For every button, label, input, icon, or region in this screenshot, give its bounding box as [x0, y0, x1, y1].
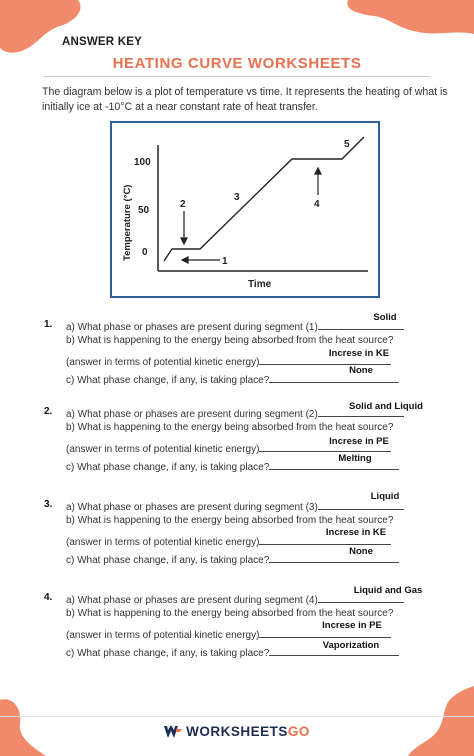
segment-label-4: 4 [314, 199, 320, 210]
arrow-segment-2 [180, 211, 188, 246]
question-a-text: a) What phase or phases are present duri… [66, 498, 404, 513]
question-b-text: b) What is happening to the energy being… [66, 608, 394, 619]
segment-label-2: 2 [180, 199, 186, 210]
answer-c: None [349, 365, 373, 376]
arrow-segment-4 [314, 166, 322, 195]
answer-a: Liquid [370, 491, 400, 502]
answer-b: Increse in KE [325, 527, 387, 538]
answer-b: Increse in PE [322, 620, 382, 631]
answer-c: Vaporization [322, 640, 380, 651]
question-a-text: a) What phase or phases are present duri… [66, 591, 404, 606]
intro-paragraph: The diagram below is a plot of temperatu… [42, 86, 448, 113]
question-c-text: c) What phase change, if any, is taking … [66, 458, 400, 473]
segment-label-1: 1 [222, 256, 228, 267]
decorative-blob-top-left [0, 0, 81, 53]
question-b-text: b) What is happening to the energy being… [66, 515, 394, 526]
question-number: 4. [44, 592, 53, 603]
question-c-text: c) What phase change, if any, is taking … [66, 371, 400, 386]
answer-c: Melting [338, 453, 372, 464]
question-c-text: c) What phase change, if any, is taking … [66, 551, 400, 566]
question-b-text: b) What is happening to the energy being… [66, 335, 394, 346]
answer-a: Solid and Liquid [349, 401, 423, 412]
question-number: 2. [44, 406, 53, 417]
page-title: HEATING CURVE WORKSHEETS [112, 55, 362, 72]
heating-curve-line [163, 136, 365, 262]
answer-b: Increse in PE [329, 436, 389, 447]
y-tick-50: 50 [138, 205, 150, 216]
title-divider [44, 76, 430, 77]
question-b2-text: (answer in terms of potential kinetic en… [66, 353, 392, 368]
decorative-blob-top-right [347, 0, 474, 34]
brand-footer: WORKSHEETSGO [0, 724, 474, 739]
answer-a: Solid [373, 312, 397, 323]
answer-b: Increse in KE [328, 348, 390, 359]
segment-label-5: 5 [344, 139, 350, 150]
answer-a: Liquid and Gas [353, 585, 423, 596]
y-tick-0: 0 [142, 247, 148, 258]
answer-c: None [349, 546, 373, 557]
question-b2-text: (answer in terms of potential kinetic en… [66, 626, 392, 641]
brand-accent: GO [287, 724, 310, 739]
worksheetsgo-logo-icon [164, 725, 183, 739]
x-axis-label: Time [248, 279, 272, 290]
question-number: 3. [44, 499, 53, 510]
y-axis-label: Temperature (°C) [122, 185, 133, 261]
question-a-text: a) What phase or phases are present duri… [66, 405, 404, 420]
question-b2-text: (answer in terms of potential kinetic en… [66, 533, 392, 548]
segment-label-3: 3 [234, 192, 240, 203]
heating-curve-diagram: 100 50 0 Temperature (°C) Time 1 2 3 4 5 [110, 121, 380, 298]
question-b2-text: (answer in terms of potential kinetic en… [66, 440, 392, 455]
decorative-blob-bottom-right [408, 686, 474, 756]
answer-key-label: ANSWER KEY [62, 36, 142, 48]
question-c-text: c) What phase change, if any, is taking … [66, 644, 400, 659]
arrow-segment-1 [180, 256, 220, 264]
question-b-text: b) What is happening to the energy being… [66, 422, 394, 433]
question-number: 1. [44, 319, 53, 330]
brand-name: WORKSHEETS [186, 724, 288, 739]
question-a-text: a) What phase or phases are present duri… [66, 318, 404, 333]
y-tick-100: 100 [134, 157, 151, 168]
footer-divider [0, 716, 474, 717]
